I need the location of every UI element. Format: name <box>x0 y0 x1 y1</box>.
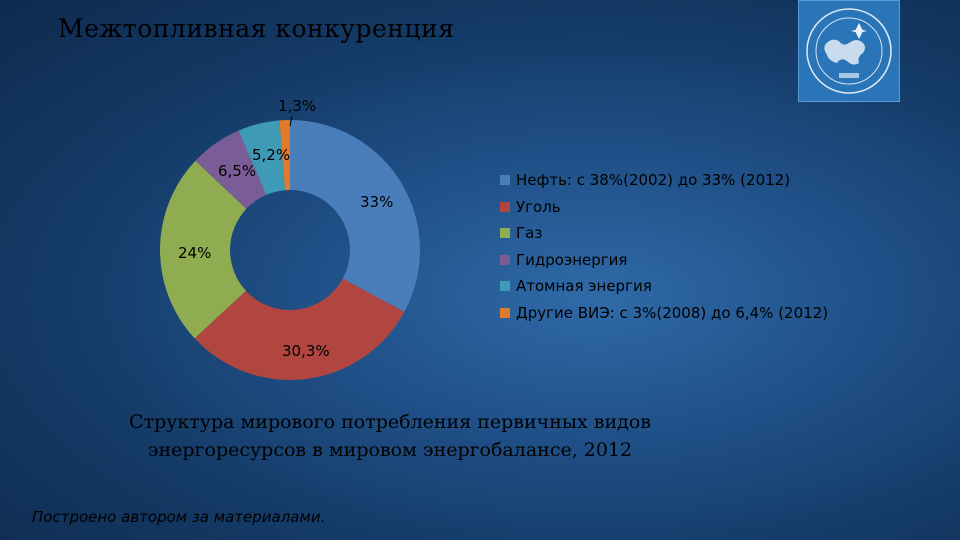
legend-label: Газ <box>516 224 543 242</box>
legend-item-renewables: Другие ВИЭ : с 3%(2008) до 6,4% (2012) <box>500 300 828 327</box>
data-label-renewables: 1,3% <box>278 97 317 115</box>
source-note: Построено автором за материалами. <box>32 508 326 526</box>
slice-renewables <box>279 120 290 191</box>
legend-item-gas: Газ <box>500 220 828 247</box>
caption-line-2: энергоресурсов в мировом энергобалансе, … <box>147 439 633 461</box>
caption-line-1: Структура мирового потребления первичных… <box>129 411 651 433</box>
slide-title: Межтопливная конкуренция <box>58 14 455 43</box>
legend-item-nuclear: Атомная энергия <box>500 273 828 300</box>
legend-swatch <box>500 281 510 292</box>
data-label-oil: 33% <box>360 193 394 211</box>
legend-swatch <box>500 254 510 265</box>
legend-label: Нефть <box>516 171 567 189</box>
data-label-coal: 30,3% <box>282 342 330 360</box>
legend-note: : с 3%(2008) до 6,4% (2012) <box>609 303 829 322</box>
slice-oil <box>290 120 421 312</box>
legend-label: Гидроэнергия <box>516 250 628 269</box>
legend-swatch <box>500 307 510 318</box>
legend-note: : с 38%(2002) до 33% (2012) <box>566 171 791 189</box>
legend-swatch <box>500 201 510 212</box>
leader-line <box>289 115 293 127</box>
logo <box>798 0 900 102</box>
chart-caption: Структура мирового потребления первичных… <box>60 408 720 464</box>
legend-label: Уголь <box>516 197 561 216</box>
slice-nuclear <box>238 120 286 195</box>
slice-hydro <box>195 130 267 209</box>
legend-item-hydro: Гидроэнергия <box>500 247 828 274</box>
slice-coal <box>194 278 405 380</box>
legend-item-oil: Нефть : с 38%(2002) до 33% (2012) <box>500 167 828 194</box>
slice-gas <box>159 160 247 339</box>
legend-swatch <box>500 175 510 186</box>
data-label-gas: 24% <box>178 244 212 262</box>
data-label-nuclear: 5,2% <box>252 146 291 164</box>
legend-label: Другие ВИЭ <box>516 303 610 322</box>
legend-item-coal: Уголь <box>500 194 828 221</box>
world-map-seal-icon <box>806 8 892 94</box>
legend-swatch <box>500 228 510 239</box>
chart-legend: Нефть : с 38%(2002) до 33% (2012) Уголь … <box>500 167 828 326</box>
legend-label: Атомная энергия <box>516 277 652 295</box>
data-label-hydro: 6,5% <box>218 162 257 180</box>
